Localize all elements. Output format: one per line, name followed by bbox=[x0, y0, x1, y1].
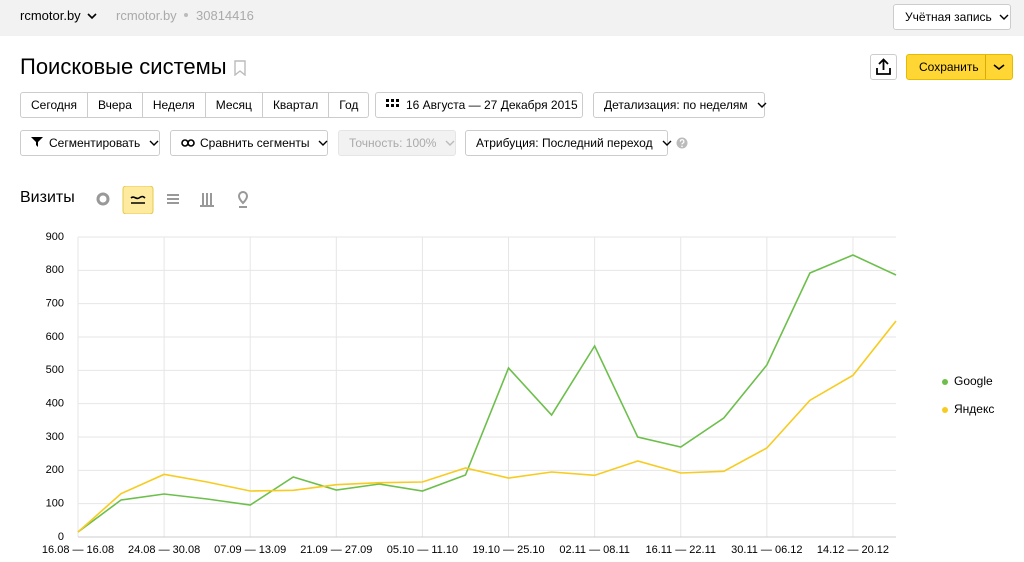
y-tick-label: 0 bbox=[58, 531, 64, 543]
legend-swatch bbox=[942, 379, 948, 385]
attribution-label: Атрибуция: Последний переход bbox=[476, 136, 653, 150]
series-line bbox=[77, 254, 897, 533]
period-button[interactable]: Неделя bbox=[141, 92, 206, 118]
chevron bbox=[87, 13, 97, 20]
export-icon bbox=[876, 58, 891, 75]
y-tick-label: 300 bbox=[46, 431, 64, 443]
chevron[interactable] bbox=[993, 63, 1005, 71]
compare-label: Сравнить сегменты bbox=[200, 136, 310, 150]
save-button[interactable]: Сохранить bbox=[906, 54, 1013, 80]
x-tick-label: 05.10 — 11.10 bbox=[387, 544, 458, 556]
account-button[interactable]: Учётная запись bbox=[893, 4, 1011, 30]
x-tick-label: 14.12 — 20.12 bbox=[817, 544, 889, 556]
divider bbox=[985, 55, 986, 79]
line-icon-active[interactable] bbox=[122, 186, 154, 214]
y-tick-label: 100 bbox=[46, 498, 64, 510]
pie-icon[interactable] bbox=[96, 192, 110, 206]
chevron bbox=[757, 102, 767, 108]
detail-button[interactable]: Детализация: по неделям bbox=[593, 92, 767, 118]
legend-swatch bbox=[942, 407, 948, 413]
x-tick-label: 16.11 — 22.11 bbox=[645, 544, 716, 556]
counter-id: 30814416 bbox=[196, 8, 254, 23]
help-icon[interactable] bbox=[676, 137, 688, 149]
bar-icon[interactable] bbox=[200, 193, 214, 207]
accuracy-button: Точность: 100% bbox=[338, 130, 456, 156]
date-range: 16 Августа — 27 Декабря 2015 bbox=[406, 98, 578, 112]
account-label: Учётная запись bbox=[905, 10, 992, 24]
chevron bbox=[445, 140, 455, 146]
calendar-icon bbox=[386, 99, 399, 107]
period-button[interactable]: Квартал bbox=[261, 92, 330, 118]
map-icon[interactable] bbox=[237, 190, 249, 208]
period-button[interactable]: Сегодня bbox=[20, 92, 88, 118]
legend-label: Яндекс bbox=[954, 402, 994, 416]
chart-title: Визиты bbox=[20, 189, 75, 206]
chevron bbox=[999, 14, 1009, 20]
attribution-button[interactable]: Атрибуция: Последний переход bbox=[465, 130, 672, 156]
top-bar bbox=[0, 0, 1024, 36]
y-tick-label: 500 bbox=[46, 364, 64, 376]
period-button[interactable]: Вчера bbox=[87, 92, 143, 118]
chevron bbox=[318, 140, 328, 146]
x-tick-label: 16.08 — 16.08 bbox=[42, 544, 114, 556]
y-tick-label: 400 bbox=[46, 398, 64, 410]
period-group: Сегодня Вчера Неделя Месяц Квартал Год bbox=[20, 92, 370, 118]
x-tick-label: 19.10 — 25.10 bbox=[472, 544, 544, 556]
chevron bbox=[662, 140, 672, 146]
y-tick-label: 600 bbox=[46, 331, 64, 343]
segment-label: Сегментировать bbox=[49, 136, 141, 150]
chevron bbox=[149, 140, 159, 146]
compare-icon bbox=[181, 139, 195, 147]
bookmark-icon[interactable] bbox=[234, 60, 246, 76]
accuracy-label: Точность: 100% bbox=[349, 136, 437, 150]
y-tick-label: 900 bbox=[46, 231, 64, 243]
detail-label: Детализация: по неделям bbox=[604, 98, 748, 112]
legend-label: Google bbox=[954, 374, 993, 388]
date-range-button[interactable]: 16 Августа — 27 Декабря 2015 bbox=[375, 92, 583, 118]
area-icon[interactable] bbox=[167, 194, 179, 204]
export-button[interactable] bbox=[870, 54, 897, 80]
y-tick-label: 700 bbox=[46, 298, 64, 310]
period-button[interactable]: Год bbox=[328, 92, 370, 118]
series-line bbox=[77, 320, 897, 533]
x-tick-label: 21.09 — 27.09 bbox=[300, 544, 372, 556]
x-tick-label: 07.09 — 13.09 bbox=[214, 544, 286, 556]
page-title: Поисковые системы bbox=[20, 54, 227, 79]
x-tick-label: 24.08 — 30.08 bbox=[128, 544, 200, 556]
site-selector[interactable]: rcmotor.by bbox=[20, 8, 81, 23]
x-tick-label: 30.11 — 06.12 bbox=[731, 544, 802, 556]
filter-icon bbox=[31, 137, 43, 147]
period-button[interactable]: Месяц bbox=[204, 92, 263, 118]
segment-button[interactable]: Сегментировать bbox=[20, 130, 160, 156]
x-tick-label: 02.11 — 08.11 bbox=[559, 544, 630, 556]
y-tick-label: 800 bbox=[46, 264, 64, 276]
save-label: Сохранить bbox=[919, 60, 979, 74]
chart: 0 100 200 300 400 500 600 700 800 900 16.08 — 16.0… bbox=[42, 231, 994, 556]
y-tick-label: 200 bbox=[46, 464, 64, 476]
line-icon bbox=[130, 195, 146, 204]
separator-dot bbox=[184, 13, 188, 17]
site-secondary: rcmotor.by bbox=[116, 8, 177, 23]
chart-type-switcher bbox=[96, 186, 249, 214]
compare-button[interactable]: Сравнить сегменты bbox=[170, 130, 328, 156]
